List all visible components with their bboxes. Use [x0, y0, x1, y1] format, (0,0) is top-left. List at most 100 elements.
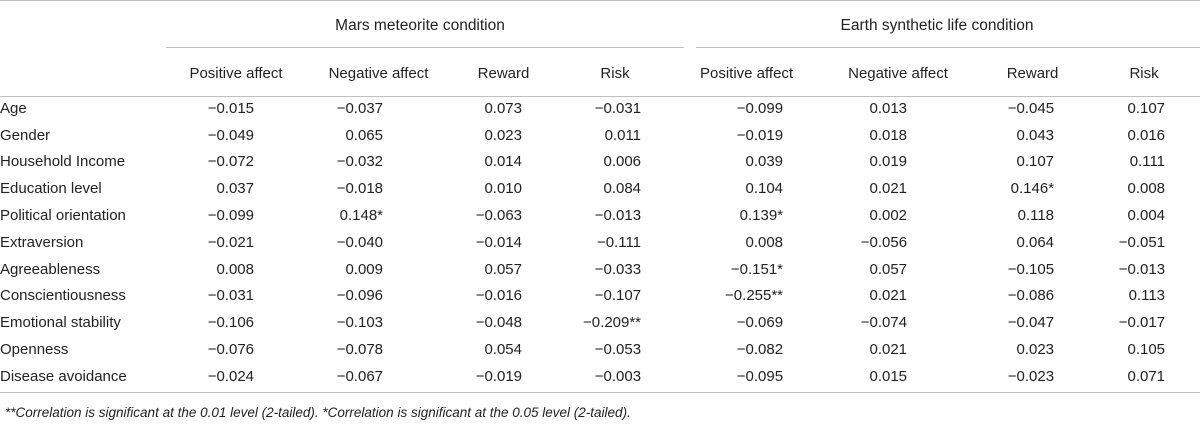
table-cell: 0.015 — [869, 367, 908, 385]
table-cell: −0.086 — [1007, 287, 1055, 305]
header-bottom-rule — [0, 96, 1200, 97]
table-cell: 0.016 — [1127, 126, 1166, 144]
table-cell: −0.099 — [207, 207, 254, 225]
table-row: Emotional stability −0.106 −0.103 −0.048 −0.… — [0, 309, 1200, 336]
table-cell: 0.011 — [604, 126, 642, 144]
table-cell: −0.016 — [475, 287, 522, 305]
table-cell: 0.018 — [869, 126, 908, 144]
table-cell: −0.047 — [1007, 314, 1055, 332]
earth-group-underline — [696, 47, 1200, 48]
table-cell: 0.139* — [739, 207, 784, 225]
row-label: Household Income — [0, 153, 126, 171]
top-rule — [0, 0, 1200, 1]
table-cell: 0.107 — [1127, 99, 1166, 117]
table-cell: 0.002 — [869, 207, 908, 225]
table-cell: −0.069 — [736, 314, 784, 332]
table-cell: 0.057 — [869, 260, 908, 278]
table-cell: 0.023 — [1016, 341, 1055, 359]
column-header: Positive affect — [189, 64, 283, 82]
table-cell: 0.021 — [869, 180, 908, 198]
table-cell: −0.111 — [596, 233, 642, 251]
row-label: Conscientiousness — [0, 287, 126, 305]
table-cell: −0.019 — [736, 126, 784, 144]
table-cell: −0.033 — [594, 260, 642, 278]
table-cell: −0.082 — [736, 341, 784, 359]
column-header: Risk — [600, 64, 630, 82]
table-cell: −0.017 — [1118, 314, 1166, 332]
table-cell: −0.032 — [336, 153, 383, 171]
table-cell: 0.006 — [603, 153, 642, 171]
table-cell: −0.021 — [207, 233, 254, 251]
table-cell: 0.019 — [869, 153, 908, 171]
table-cell: −0.078 — [336, 341, 383, 359]
table-bottom-rule — [0, 392, 1200, 393]
column-header: Positive affect — [699, 64, 794, 82]
table-row: Extraversion −0.021 −0.040 −0.014 −0.111 0.00… — [0, 229, 1200, 256]
column-header: Negative affect — [848, 64, 948, 82]
corner-cell — [0, 0, 166, 51]
table-cell: −0.063 — [475, 207, 522, 225]
table-cell: −0.076 — [207, 341, 254, 359]
correlation-table: Mars meteorite condition Earth synthetic… — [0, 0, 1200, 390]
table-cell: −0.255** — [725, 287, 784, 305]
table-cell: 0.148* — [339, 207, 383, 225]
column-header: Risk — [1129, 64, 1159, 82]
table-cell: 0.009 — [345, 260, 383, 278]
table-cell: 0.043 — [1016, 126, 1055, 144]
table-cell: 0.064 — [1016, 233, 1055, 251]
table-cell: 0.104 — [745, 180, 784, 198]
row-label: Agreeableness — [0, 260, 101, 278]
table-cell: −0.099 — [736, 99, 784, 117]
table-cell: 0.008 — [1127, 180, 1166, 198]
table-cell: −0.024 — [207, 367, 254, 385]
table-cell: −0.040 — [336, 233, 383, 251]
table-cell: −0.151* — [730, 260, 784, 278]
table-cell: 0.113 — [1128, 287, 1166, 305]
table-cell: −0.106 — [207, 314, 254, 332]
table-cell: −0.107 — [594, 287, 642, 305]
table-cell: 0.105 — [1127, 341, 1166, 359]
table-cell: −0.051 — [1118, 233, 1166, 251]
table-cell: 0.146* — [1010, 180, 1055, 198]
table-cell: −0.105 — [1007, 260, 1055, 278]
table-cell: 0.071 — [1127, 367, 1166, 385]
table-cell: 0.111 — [1129, 153, 1166, 171]
column-header: Reward — [477, 64, 530, 82]
row-label: Openness — [0, 341, 69, 359]
table-cell: −0.013 — [594, 207, 642, 225]
row-label: Education level — [0, 180, 102, 198]
table-cell: −0.072 — [207, 153, 254, 171]
table-cell: −0.074 — [860, 314, 908, 332]
column-header: Negative affect — [328, 64, 429, 82]
table-cell: −0.014 — [475, 233, 522, 251]
table-cell: −0.003 — [594, 367, 642, 385]
column-header: Reward — [1006, 64, 1059, 82]
table-row: Age −0.015 −0.037 0.073 −0.031 −0.099 0.013 −0.… — [0, 95, 1200, 122]
table-row: Education level 0.037 −0.018 0.010 0.084 0.10… — [0, 175, 1200, 202]
table-cell: −0.018 — [336, 180, 383, 198]
table-cell: 0.008 — [216, 260, 254, 278]
table-row: Openness −0.076 −0.078 0.054 −0.053 −0.082 0.0… — [0, 336, 1200, 363]
table-cell: −0.037 — [336, 99, 383, 117]
row-label: Disease avoidance — [0, 367, 127, 385]
table-row: Household Income −0.072 −0.032 0.014 0.006 0.… — [0, 149, 1200, 176]
table-row: Gender −0.049 0.065 0.023 0.011 −0.019 0.018 0.… — [0, 122, 1200, 149]
table-cell: −0.023 — [1007, 367, 1055, 385]
table-cell: 0.054 — [484, 341, 522, 359]
table-cell: 0.021 — [869, 341, 908, 359]
footnote: **Correlation is significant at the 0.01… — [5, 405, 631, 420]
table-cell: −0.067 — [336, 367, 383, 385]
table-cell: −0.053 — [594, 341, 642, 359]
table-cell: 0.084 — [603, 180, 642, 198]
table-cell: 0.010 — [484, 180, 522, 198]
table-cell: 0.013 — [869, 99, 908, 117]
group-header-mars: Mars meteorite condition — [335, 16, 505, 34]
table-cell: −0.015 — [207, 99, 254, 117]
mars-group-underline — [166, 47, 684, 48]
table-cell: −0.045 — [1007, 99, 1055, 117]
table-row: Disease avoidance −0.024 −0.067 −0.019 −0.00… — [0, 363, 1200, 390]
table-body: Age −0.015 −0.037 0.073 −0.031 −0.099 0.013 −0.… — [0, 95, 1200, 390]
row-label: Gender — [0, 126, 51, 144]
table-cell: −0.103 — [336, 314, 383, 332]
